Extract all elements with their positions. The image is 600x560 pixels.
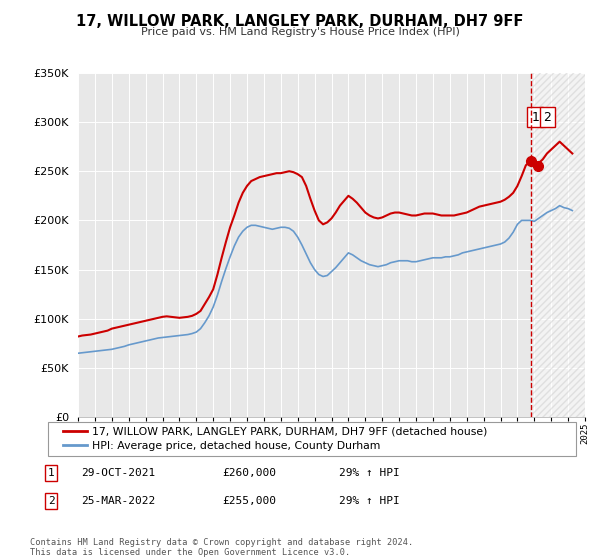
Text: 2: 2 (544, 110, 551, 124)
Text: 25-MAR-2022: 25-MAR-2022 (81, 496, 155, 506)
Text: 17, WILLOW PARK, LANGLEY PARK, DURHAM, DH7 9FF: 17, WILLOW PARK, LANGLEY PARK, DURHAM, D… (76, 14, 524, 29)
Bar (532, 73, 585, 417)
Text: Contains HM Land Registry data © Crown copyright and database right 2024.
This d: Contains HM Land Registry data © Crown c… (30, 538, 413, 557)
Text: £260,000: £260,000 (222, 468, 276, 478)
Text: Price paid vs. HM Land Registry's House Price Index (HPI): Price paid vs. HM Land Registry's House … (140, 27, 460, 37)
Text: 2: 2 (47, 496, 55, 506)
Text: 29-OCT-2021: 29-OCT-2021 (81, 468, 155, 478)
Text: 29% ↑ HPI: 29% ↑ HPI (339, 468, 400, 478)
Text: £255,000: £255,000 (222, 496, 276, 506)
Legend: 17, WILLOW PARK, LANGLEY PARK, DURHAM, DH7 9FF (detached house), HPI: Average pr: 17, WILLOW PARK, LANGLEY PARK, DURHAM, D… (59, 423, 492, 455)
Text: 1: 1 (47, 468, 55, 478)
Text: 29% ↑ HPI: 29% ↑ HPI (339, 496, 400, 506)
Text: 1: 1 (531, 110, 539, 124)
